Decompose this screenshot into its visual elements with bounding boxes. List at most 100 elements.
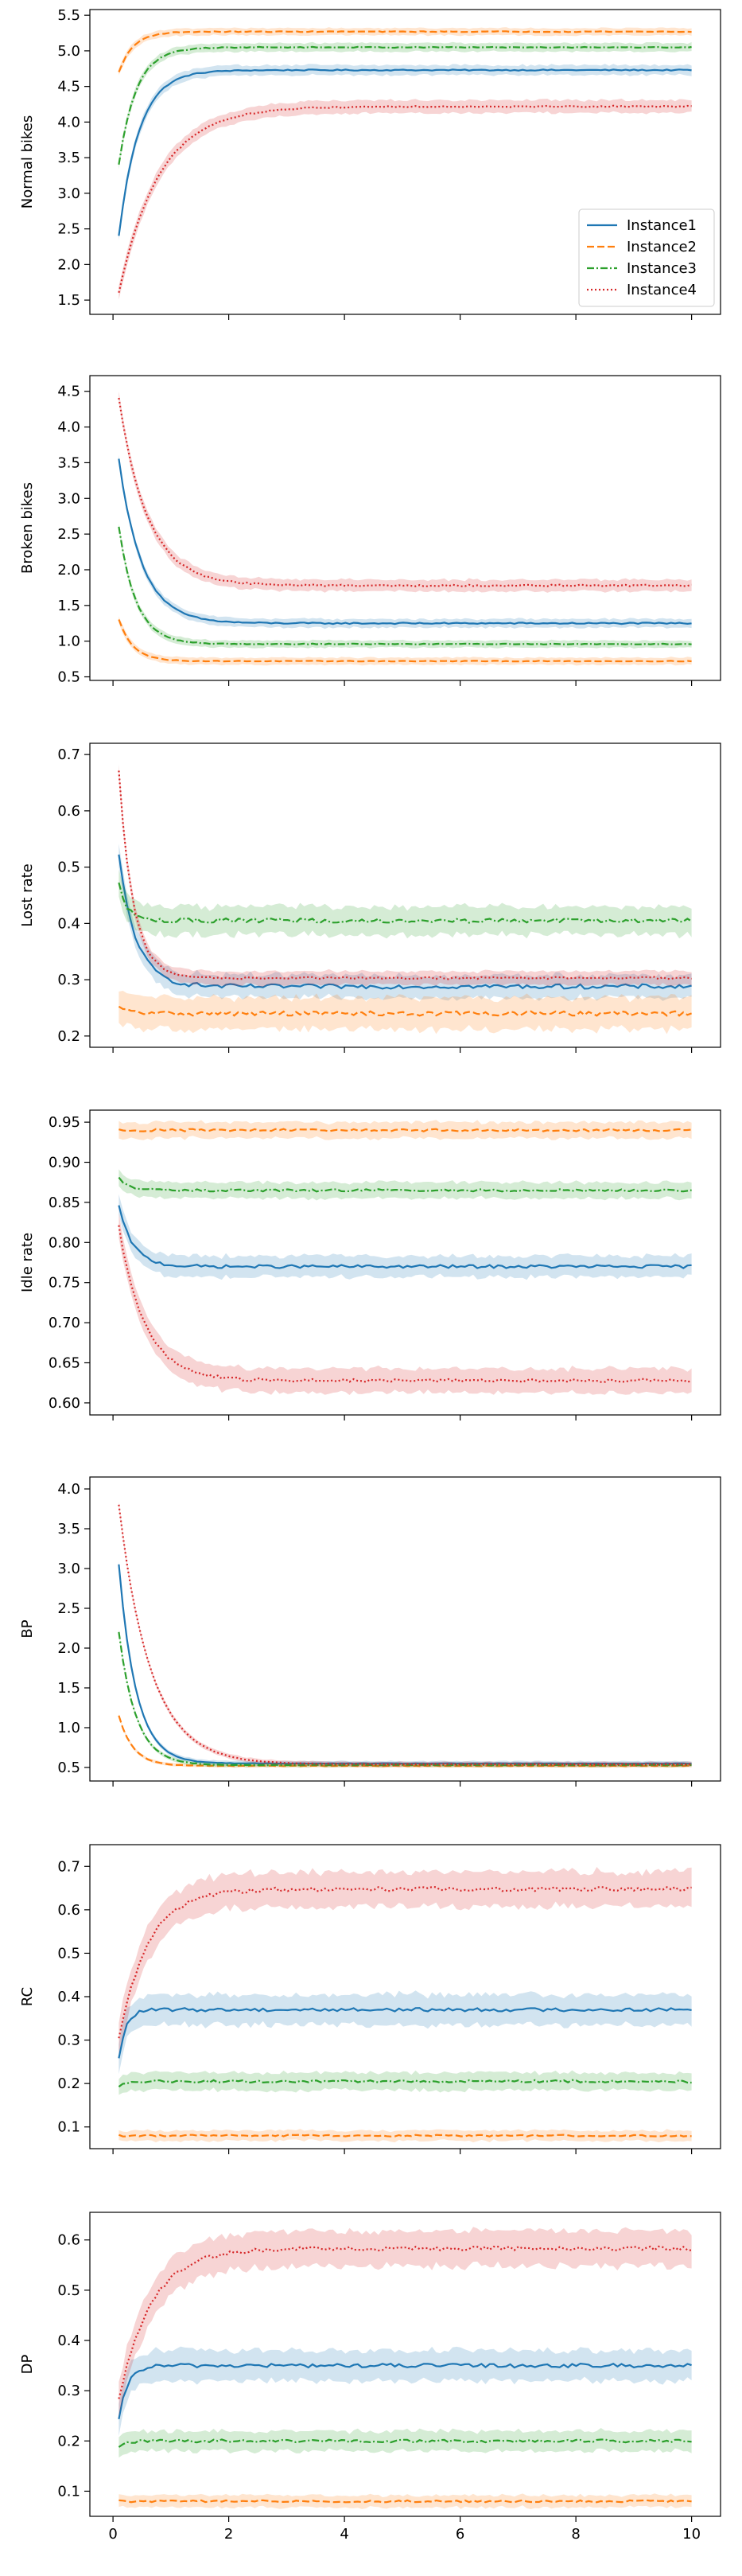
y-tick-label: 0.6 bbox=[57, 803, 80, 820]
y-tick-label: 0.70 bbox=[49, 1315, 80, 1331]
line-instance1 bbox=[118, 1205, 692, 1269]
y-tick-label: 0.2 bbox=[57, 2433, 80, 2449]
panel-1: 1.5 2.0 2.5 3.0 3.5 4.0 4.5 5.0 5.5 Normal bikes I… bbox=[19, 7, 721, 320]
band-instance3 bbox=[118, 2428, 692, 2458]
y-tick-label: 0.95 bbox=[49, 1114, 80, 1131]
y-tick-label: 0.90 bbox=[49, 1155, 80, 1171]
band-instance3 bbox=[118, 2070, 692, 2095]
y-tick-label: 0.85 bbox=[49, 1194, 80, 1211]
y-tick-label: 0.5 bbox=[57, 669, 80, 686]
y-tick-label: 0.2 bbox=[57, 1028, 80, 1045]
plot-area bbox=[118, 1120, 692, 1395]
band-instance2 bbox=[118, 991, 692, 1035]
y-tick-label: 3.0 bbox=[57, 185, 80, 202]
panel-5: 0.5 1.0 1.5 2.0 2.5 3.0 3.5 4.0 BP bbox=[19, 1476, 721, 1787]
band-instance4 bbox=[118, 2227, 692, 2417]
y-tick-label: 3.0 bbox=[57, 1561, 80, 1577]
y-axis-label: Lost rate bbox=[19, 863, 36, 926]
axes-frame bbox=[89, 2212, 721, 2517]
y-tick-label: 0.5 bbox=[57, 1760, 80, 1776]
line-instance3 bbox=[118, 2438, 692, 2448]
line-instance2 bbox=[118, 1005, 692, 1017]
panel-4: 0.60 0.65 0.70 0.75 0.80 0.85 0.90 0.95 Idle rat… bbox=[19, 1109, 721, 1421]
y-axis-label: Broken bikes bbox=[19, 482, 36, 574]
y-tick-label: 0.7 bbox=[57, 746, 80, 763]
y-axis-label: RC bbox=[19, 1987, 36, 2006]
y-tick-label: 0.75 bbox=[49, 1275, 80, 1292]
band-instance4 bbox=[118, 391, 692, 593]
axes-frame bbox=[89, 1109, 721, 1416]
y-tick-label: 0.6 bbox=[57, 1902, 80, 1919]
band-instance1 bbox=[118, 2346, 692, 2437]
y-tick-label: 0.1 bbox=[57, 2483, 80, 2500]
band-instance4 bbox=[118, 1213, 692, 1395]
y-tick-label: 0.3 bbox=[57, 972, 80, 988]
y-axis-label: DP bbox=[19, 2354, 36, 2374]
y-tick-label: 0.80 bbox=[49, 1234, 80, 1251]
legend-label-instance4: Instance4 bbox=[627, 282, 697, 298]
legend-label-instance2: Instance2 bbox=[627, 239, 697, 255]
y-tick-label: 0.65 bbox=[49, 1354, 80, 1371]
y-tick-label: 0.5 bbox=[57, 859, 80, 876]
line-instance4 bbox=[118, 2245, 692, 2399]
panel-3: 0.2 0.3 0.4 0.5 0.6 0.7 Lost rate bbox=[19, 742, 721, 1053]
band-instance1 bbox=[118, 1990, 692, 2075]
y-tick-label: 5.5 bbox=[57, 7, 80, 24]
band-instance3 bbox=[118, 1169, 692, 1201]
line-instance2 bbox=[118, 1715, 692, 1767]
y-tick-label: 0.4 bbox=[57, 2332, 80, 2349]
y-tick-label: 1.0 bbox=[57, 1720, 80, 1736]
y-tick-label: 4.0 bbox=[57, 419, 80, 436]
panel-7: 0.1 0.2 0.3 0.4 0.5 0.6 DP 0 2 4 6 8 10 bbox=[19, 2212, 721, 2543]
legend-label-instance3: Instance3 bbox=[627, 260, 697, 277]
line-instance4 bbox=[118, 770, 692, 980]
plot-area bbox=[118, 2227, 692, 2509]
axes-frame bbox=[89, 9, 721, 315]
y-tick-label: 2.0 bbox=[57, 1640, 80, 1657]
line-instance1 bbox=[118, 458, 692, 625]
y-axis-label: BP bbox=[19, 1619, 36, 1638]
y-tick-label: 2.5 bbox=[57, 526, 80, 543]
y-tick-label: 4.5 bbox=[57, 79, 80, 95]
line-instance1 bbox=[118, 68, 692, 236]
y-tick-label: 0.2 bbox=[57, 2075, 80, 2092]
band-instance1 bbox=[118, 64, 692, 240]
axes-frame bbox=[89, 1476, 721, 1782]
line-instance3 bbox=[118, 45, 692, 165]
y-tick-label: 2.0 bbox=[57, 562, 80, 579]
y-tick-label: 1.5 bbox=[57, 598, 80, 614]
y-tick-label: 0.7 bbox=[57, 1858, 80, 1875]
line-instance4 bbox=[118, 1504, 692, 1766]
band-instance1 bbox=[118, 1194, 692, 1280]
band-instance1 bbox=[118, 1561, 692, 1767]
band-instance1 bbox=[118, 454, 692, 629]
axes-frame bbox=[89, 375, 721, 681]
y-tick-label: 0.1 bbox=[57, 2119, 80, 2136]
line-instance2 bbox=[118, 619, 692, 663]
band-instance4 bbox=[118, 764, 692, 987]
plot-area bbox=[118, 27, 692, 300]
y-tick-label: 0.5 bbox=[57, 1945, 80, 1962]
y-tick-label: 4.0 bbox=[57, 1481, 80, 1498]
legend-label-instance1: Instance1 bbox=[627, 217, 697, 234]
line-instance3 bbox=[118, 1176, 692, 1193]
x-tick-label: 2 bbox=[224, 2526, 233, 2543]
line-instance4 bbox=[118, 397, 692, 587]
legend-box bbox=[578, 208, 715, 307]
line-instance1 bbox=[118, 854, 692, 990]
y-axis-label: Idle rate bbox=[19, 1233, 36, 1292]
line-instance2 bbox=[118, 2134, 692, 2138]
legend: Instance1 Instance2 Instance3 Instance4 bbox=[578, 208, 715, 307]
plot-area bbox=[118, 764, 693, 1035]
line-instance4 bbox=[118, 1225, 692, 1383]
x-tick-label: 8 bbox=[571, 2526, 580, 2543]
y-tick-label: 0.3 bbox=[57, 2032, 80, 2049]
band-instance3 bbox=[118, 41, 692, 170]
y-tick-label: 2.5 bbox=[57, 1600, 80, 1617]
y-tick-label: 3.5 bbox=[57, 1521, 80, 1537]
axes-frame bbox=[89, 742, 721, 1048]
x-tick-label: 0 bbox=[108, 2526, 117, 2543]
y-tick-label: 4.0 bbox=[57, 114, 80, 131]
panel-6: 0.1 0.2 0.3 0.4 0.5 0.6 0.7 RC bbox=[19, 1844, 721, 2154]
y-tick-label: 5.0 bbox=[57, 43, 80, 60]
